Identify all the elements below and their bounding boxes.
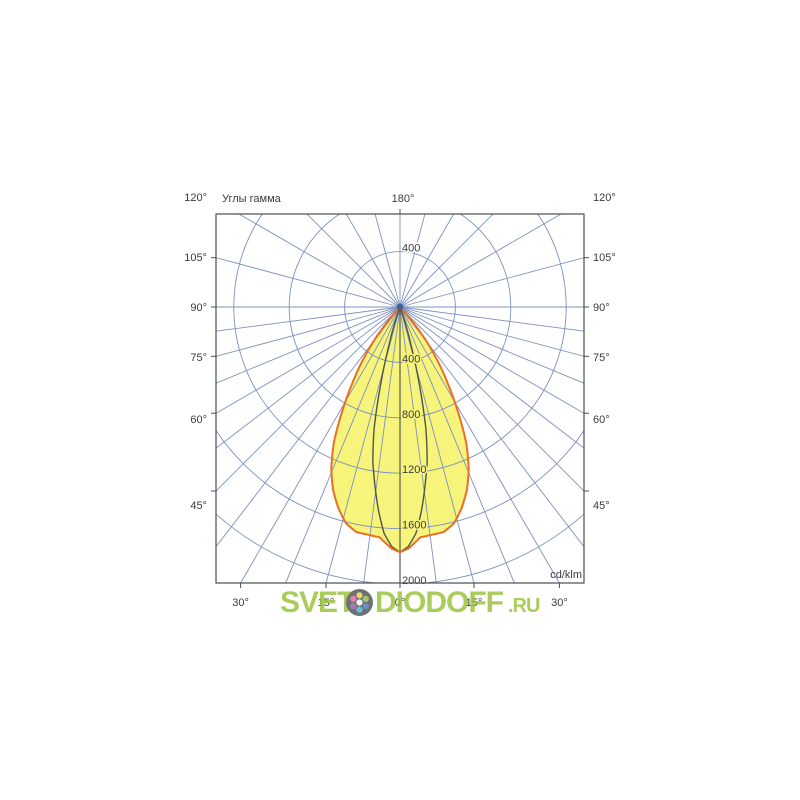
- grid-ray-lower: [216, 306, 401, 449]
- grid-ray-lower: [216, 306, 401, 384]
- grid-ray-upper: [374, 214, 401, 308]
- logo-dot: [362, 595, 369, 603]
- logo-center-dot: [356, 599, 363, 606]
- logo-dot: [350, 603, 357, 610]
- gamma-angle-label-right: 60°: [593, 414, 610, 426]
- gamma-axis-title: Углы гамма: [222, 193, 282, 205]
- gamma-angle-label-bottom: 15°: [466, 597, 483, 609]
- grid-ray-lower: [216, 306, 401, 414]
- gamma-angle-label-right: 45°: [593, 500, 610, 512]
- gamma-angle-label-bottom: 30°: [551, 597, 568, 609]
- grid-ray-lower: [399, 306, 560, 583]
- logo-dot: [356, 606, 363, 613]
- watermark-logo-icon: [346, 589, 373, 616]
- grid-ray-upper: [399, 214, 494, 308]
- grid-ray-upper: [238, 214, 401, 308]
- gamma-angle-label-right: 120°: [593, 192, 616, 204]
- radial-tick-label-800: 800: [402, 409, 420, 421]
- grid-ray-lower: [399, 306, 584, 357]
- polar-center-dot: [396, 303, 404, 311]
- watermark-text-ru: .RU: [508, 595, 540, 617]
- grid-ray-upper: [399, 214, 426, 308]
- grid-ray-lower: [399, 306, 584, 332]
- grid-ray-lower: [399, 306, 584, 384]
- gamma-angle-label-bottom: 15°: [318, 597, 335, 609]
- gamma-angle-label-left: 105°: [184, 252, 207, 264]
- grid-ray-lower: [399, 306, 584, 449]
- grid-ray-lower: [399, 306, 515, 583]
- gamma-angle-label-right: 105°: [593, 252, 616, 264]
- grid-ray-lower: [399, 306, 437, 583]
- radial-tick-label-400: 400: [402, 353, 420, 365]
- unit-label: cd/klm: [550, 569, 582, 581]
- grid-ray-upper: [399, 257, 584, 308]
- c0-c180-curve: [330, 305, 470, 554]
- gamma-angle-label-bottom: 0°: [395, 597, 406, 609]
- gamma-angle-label-left: 75°: [190, 352, 207, 364]
- chart-layers: 400 400 800 1200 1600 2000 120° 105° 90° 75° 60° 45…: [184, 192, 616, 609]
- grid-ray-lower: [399, 306, 584, 492]
- logo-dot: [362, 603, 369, 610]
- gamma-angle-label-right: 75°: [593, 352, 610, 364]
- grid-ray-upper: [216, 257, 401, 308]
- gamma-angle-label-left: 45°: [190, 500, 207, 512]
- grid-ray-lower: [216, 306, 401, 548]
- logo-dot: [350, 595, 357, 603]
- logo-dot: [356, 592, 363, 599]
- radial-tick-label-2000: 2000: [402, 575, 426, 587]
- grid-ray-upper: [399, 214, 455, 308]
- gamma-angle-label-bottom: 30°: [232, 597, 249, 609]
- radial-tick-label-1200: 1200: [402, 464, 426, 476]
- watermark-text-diodoff: DIODOFF: [375, 586, 504, 619]
- gamma-label-180: 180°: [392, 193, 415, 205]
- polar-grid: [216, 214, 584, 583]
- radial-tick-label-1600: 1600: [402, 520, 426, 532]
- grid-ray-upper: [306, 214, 401, 308]
- watermark: SVET DIODOFF .RU: [280, 586, 541, 619]
- grid-ray-lower: [216, 306, 401, 492]
- watermark-text-svet: SVET: [280, 586, 355, 619]
- gamma-angle-label-left: 120°: [184, 192, 207, 204]
- grid-ray-lower: [285, 306, 401, 583]
- grid-ray-lower: [363, 306, 401, 583]
- grid-ray-lower: [240, 306, 401, 583]
- gamma-angle-label-left: 90°: [190, 302, 207, 314]
- gamma-angle-label-right: 90°: [593, 302, 610, 314]
- grid-ray-upper: [345, 214, 401, 308]
- radial-tick-label-400: 400: [402, 243, 420, 255]
- gamma-angle-label-left: 60°: [190, 414, 207, 426]
- grid-ray-lower: [216, 306, 401, 357]
- grid-ray-lower: [399, 306, 584, 548]
- grid-ray-upper: [399, 214, 562, 308]
- grid-ray-lower: [399, 306, 584, 414]
- grid-ray-lower: [216, 306, 401, 332]
